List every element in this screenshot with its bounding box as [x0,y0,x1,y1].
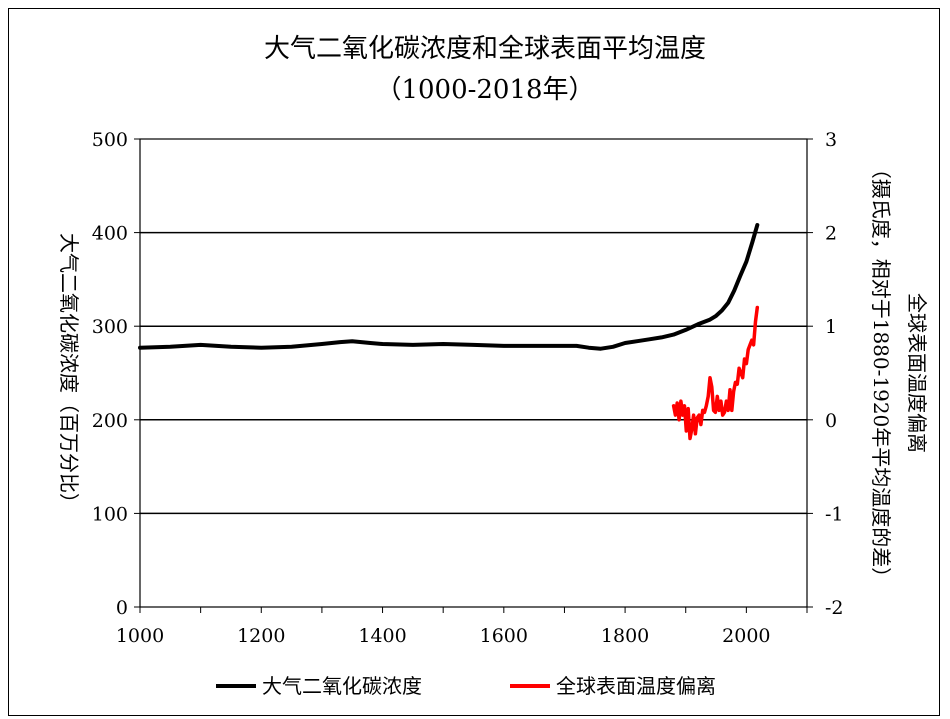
x-tick-label: 1600 [480,625,528,647]
left-tick-label: 400 [92,223,128,245]
left-tick-label: 100 [92,503,128,525]
left-tick-label: 300 [92,316,128,338]
chart-frame [8,8,940,716]
x-tick-label: 2000 [722,625,770,647]
left-tick-label: 0 [116,597,128,619]
left-axis-label: 大气二氧化碳浓度（百万分比） [57,233,81,513]
series-line-co2 [138,223,760,351]
plot-area [139,138,808,608]
right-tick-label: 0 [825,410,837,432]
x-tick-label: 1200 [237,625,285,647]
legend-label-co2: 大气二氧化碳浓度 [262,674,422,698]
x-tick-label: 1000 [116,625,164,647]
right-tick-label: -1 [825,503,844,525]
right-axis-label: 全球表面温度偏离 [905,293,929,453]
legend: 大气二氧化碳浓度 全球表面温度偏离 [216,674,716,698]
right-tick-label: 3 [825,129,837,151]
right-tick-label: 1 [825,316,837,338]
left-tick-label: 200 [92,410,128,432]
right-tick-label: -2 [825,597,844,619]
right-axis-label-unit: （摄氏度，相对于1880-1920年平均温度的差） [869,159,893,588]
x-tick-label: 1800 [601,625,649,647]
series-line-temperature [671,305,760,441]
gridlines [140,231,807,515]
right-tick-label: 2 [825,223,837,245]
chart-title: 大气二氧化碳浓度和全球表面平均温度 [264,34,706,64]
x-tick-label: 1400 [358,625,406,647]
left-tick-label: 500 [92,129,128,151]
series-lines [138,223,760,441]
legend-label-temperature: 全球表面温度偏离 [556,674,716,698]
axis-ticks: 0 100 200 300 400 500 -2 -1 0 1 2 3 1000 1200 1400 1600… [92,129,844,647]
chart-subtitle: （1000-2018年） [375,75,594,105]
